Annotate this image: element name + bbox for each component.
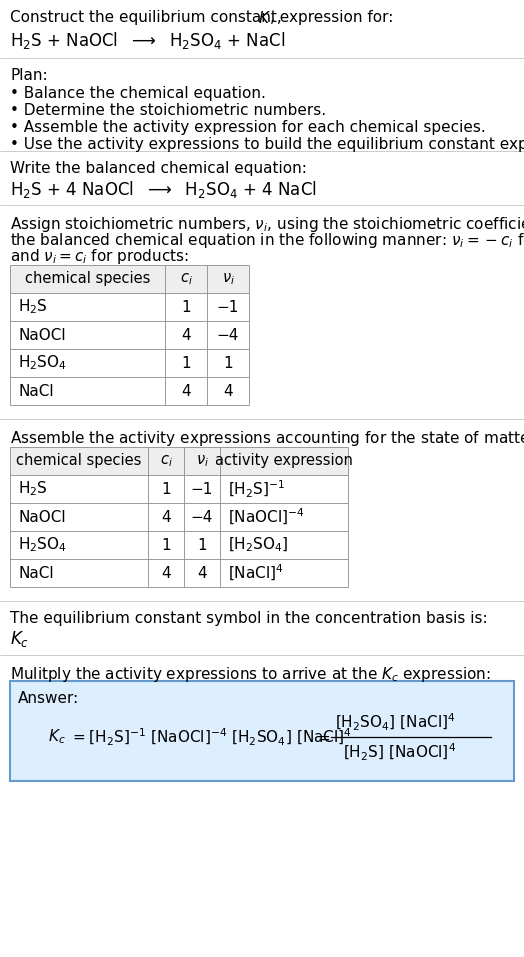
Text: 1: 1 — [197, 538, 207, 552]
Text: The equilibrium constant symbol in the concentration basis is:: The equilibrium constant symbol in the c… — [10, 611, 488, 626]
Text: $= \mathregular{[H_2S]^{-1}\ [NaOCl]^{-4}\ [H_2SO_4]\ [NaCl]^4}$: $= \mathregular{[H_2S]^{-1}\ [NaOCl]^{-4… — [70, 726, 352, 747]
Text: $c_i$: $c_i$ — [160, 454, 172, 469]
Bar — [10, 681, 514, 781]
Text: 1: 1 — [181, 300, 191, 315]
Text: −1: −1 — [217, 300, 239, 315]
Text: • Determine the stoichiometric numbers.: • Determine the stoichiometric numbers. — [10, 103, 326, 118]
Text: Assign stoichiometric numbers, $\nu_i$, using the stoichiometric coefficients, $: Assign stoichiometric numbers, $\nu_i$, … — [10, 215, 524, 234]
Text: chemical species: chemical species — [16, 454, 141, 469]
Text: $\mathregular{[NaOCl]^{-4}}$: $\mathregular{[NaOCl]^{-4}}$ — [228, 507, 305, 527]
Text: $\mathregular{H_2SO_4}$: $\mathregular{H_2SO_4}$ — [18, 536, 67, 554]
Text: • Use the activity expressions to build the equilibrium constant expression.: • Use the activity expressions to build … — [10, 137, 524, 152]
Text: $\mathregular{[H_2S]\ [NaOCl]^4}$: $\mathregular{[H_2S]\ [NaOCl]^4}$ — [343, 742, 456, 763]
Text: $\mathregular{[H_2SO_4]\ [NaCl]^4}$: $\mathregular{[H_2SO_4]\ [NaCl]^4}$ — [335, 711, 455, 732]
Text: $K$: $K$ — [258, 10, 271, 26]
Text: NaCl: NaCl — [18, 566, 53, 581]
Text: NaOCl: NaOCl — [18, 509, 66, 524]
Text: $\mathregular{H_2SO_4}$: $\mathregular{H_2SO_4}$ — [18, 354, 67, 372]
Text: activity expression: activity expression — [215, 454, 353, 469]
Text: $\mathregular{[H_2SO_4]}$: $\mathregular{[H_2SO_4]}$ — [228, 536, 289, 554]
Text: Write the balanced chemical equation:: Write the balanced chemical equation: — [10, 161, 307, 176]
Text: Answer:: Answer: — [18, 691, 79, 706]
Text: Plan:: Plan: — [10, 68, 48, 83]
Bar — [10, 447, 348, 475]
Text: , expression for:: , expression for: — [270, 10, 394, 25]
Bar — [10, 265, 249, 293]
Text: 4: 4 — [181, 384, 191, 398]
Text: −1: −1 — [191, 481, 213, 497]
Text: −4: −4 — [191, 509, 213, 524]
Text: 4: 4 — [181, 327, 191, 343]
Text: • Assemble the activity expression for each chemical species.: • Assemble the activity expression for e… — [10, 120, 486, 135]
Text: • Balance the chemical equation.: • Balance the chemical equation. — [10, 86, 266, 101]
Text: $c_i$: $c_i$ — [180, 271, 192, 287]
Text: the balanced chemical equation in the following manner: $\nu_i = -c_i$ for react: the balanced chemical equation in the fo… — [10, 231, 524, 250]
Text: $=$: $=$ — [315, 729, 331, 745]
Text: $\mathregular{H_2S}$: $\mathregular{H_2S}$ — [18, 298, 48, 317]
Text: 4: 4 — [161, 509, 171, 524]
Text: $\nu_i$: $\nu_i$ — [222, 271, 234, 287]
Text: $K_c$: $K_c$ — [48, 727, 66, 746]
Text: 1: 1 — [181, 355, 191, 370]
Text: and $\nu_i = c_i$ for products:: and $\nu_i = c_i$ for products: — [10, 247, 189, 266]
Text: 1: 1 — [161, 481, 171, 497]
Text: Construct the equilibrium constant,: Construct the equilibrium constant, — [10, 10, 287, 25]
Text: Mulitply the activity expressions to arrive at the $K_c$ expression:: Mulitply the activity expressions to arr… — [10, 665, 490, 684]
Text: $\nu_i$: $\nu_i$ — [195, 454, 209, 469]
Text: 4: 4 — [223, 384, 233, 398]
Text: 1: 1 — [223, 355, 233, 370]
Text: $\mathregular{[NaCl]^4}$: $\mathregular{[NaCl]^4}$ — [228, 563, 284, 583]
Text: $\mathregular{H_2S}$: $\mathregular{H_2S}$ — [18, 479, 48, 499]
Text: chemical species: chemical species — [25, 272, 150, 286]
Text: NaOCl: NaOCl — [18, 327, 66, 343]
Text: $\mathregular{H_2S}$ + 4 NaOCl  $\longrightarrow$  $\mathregular{H_2SO_4}$ + 4 N: $\mathregular{H_2S}$ + 4 NaOCl $\longrig… — [10, 179, 317, 200]
Text: 4: 4 — [161, 566, 171, 581]
Text: $\mathregular{[H_2S]^{-1}}$: $\mathregular{[H_2S]^{-1}}$ — [228, 478, 285, 500]
Text: 4: 4 — [197, 566, 207, 581]
Text: −4: −4 — [217, 327, 239, 343]
Text: 1: 1 — [161, 538, 171, 552]
Text: $K_c$: $K_c$ — [10, 629, 29, 649]
Text: Assemble the activity expressions accounting for the state of matter and $\nu_i$: Assemble the activity expressions accoun… — [10, 429, 524, 448]
Text: $\mathregular{H_2S}$ + NaOCl  $\longrightarrow$  $\mathregular{H_2SO_4}$ + NaCl: $\mathregular{H_2S}$ + NaOCl $\longright… — [10, 30, 285, 51]
Text: NaCl: NaCl — [18, 384, 53, 398]
